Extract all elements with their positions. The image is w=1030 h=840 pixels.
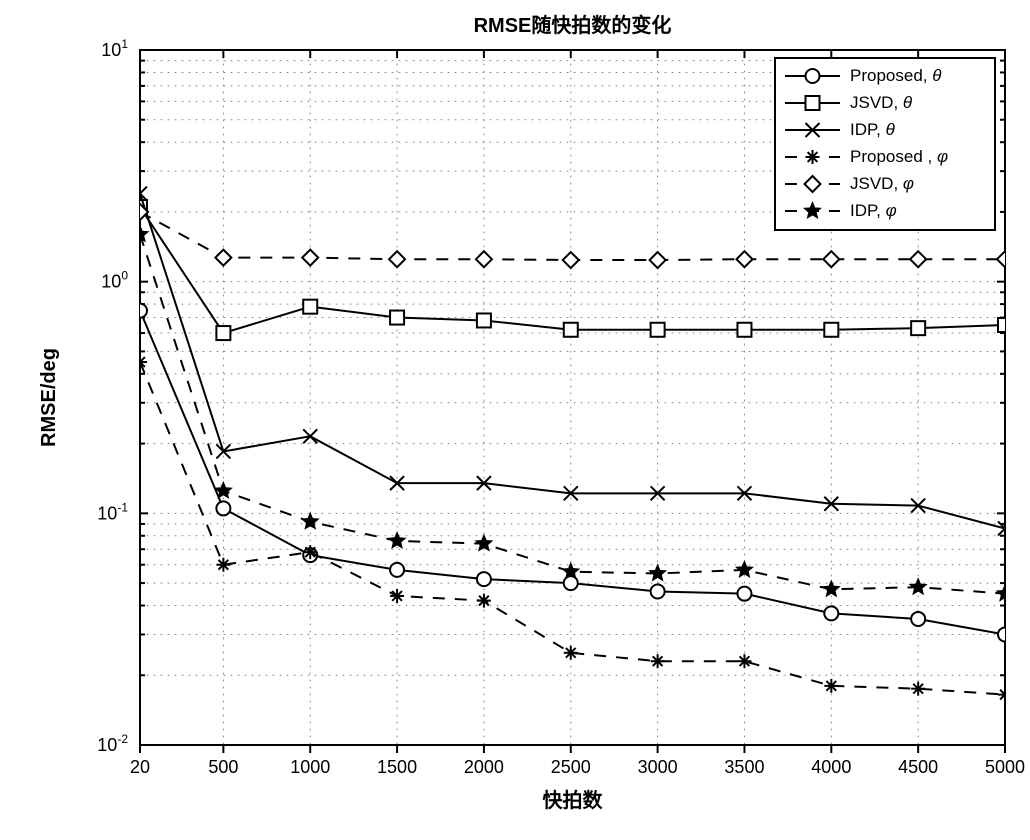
chart-container: 20 500 1000 1500 2000 2500 3000 3500 4000 4500 500… xyxy=(0,0,1030,840)
rmse-vs-snapshots-chart: 20 500 1000 1500 2000 2500 3000 3500 4000 4500 500… xyxy=(0,0,1030,840)
chart-title: RMSE随快拍数的变化 xyxy=(474,13,672,37)
x-axis-label: 快拍数 xyxy=(543,788,604,812)
series-idp_theta xyxy=(133,187,1012,536)
legend-label: IDP, φ xyxy=(850,201,897,220)
x-tick-label: 1000 xyxy=(290,757,330,777)
x-tick-label: 500 xyxy=(208,757,238,777)
legend-label: Proposed, θ xyxy=(850,66,942,85)
x-tick-label: 2500 xyxy=(551,757,591,777)
legend-label: JSVD, φ xyxy=(850,174,914,193)
y-tick-label: 10-1 xyxy=(97,500,128,523)
y-tick-label: 101 xyxy=(101,37,128,60)
y-axis-label: RMSE/deg xyxy=(38,348,60,447)
legend-label: IDP, θ xyxy=(850,120,896,139)
legend-label: JSVD, θ xyxy=(850,93,913,112)
x-tick-label: 3000 xyxy=(638,757,678,777)
x-tick-label: 5000 xyxy=(985,757,1025,777)
legend: Proposed, θ JSVD, θ IDP, θ Proposed , φ JSVD… xyxy=(775,58,995,230)
x-tick-label: 4000 xyxy=(811,757,851,777)
x-tick-label: 20 xyxy=(130,757,150,777)
series-proposed_theta xyxy=(133,304,1012,642)
series-idp_phi xyxy=(132,226,1012,600)
series-proposed_phi xyxy=(133,355,1012,702)
legend-label: Proposed , φ xyxy=(850,147,948,166)
x-tick-label: 1500 xyxy=(377,757,417,777)
series-group xyxy=(132,187,1013,702)
y-tick-label: 100 xyxy=(101,269,128,292)
x-tick-label: 4500 xyxy=(898,757,938,777)
y-tick-label: 10-2 xyxy=(97,732,128,755)
x-tick-label: 3500 xyxy=(724,757,764,777)
x-tick-label: 2000 xyxy=(464,757,504,777)
